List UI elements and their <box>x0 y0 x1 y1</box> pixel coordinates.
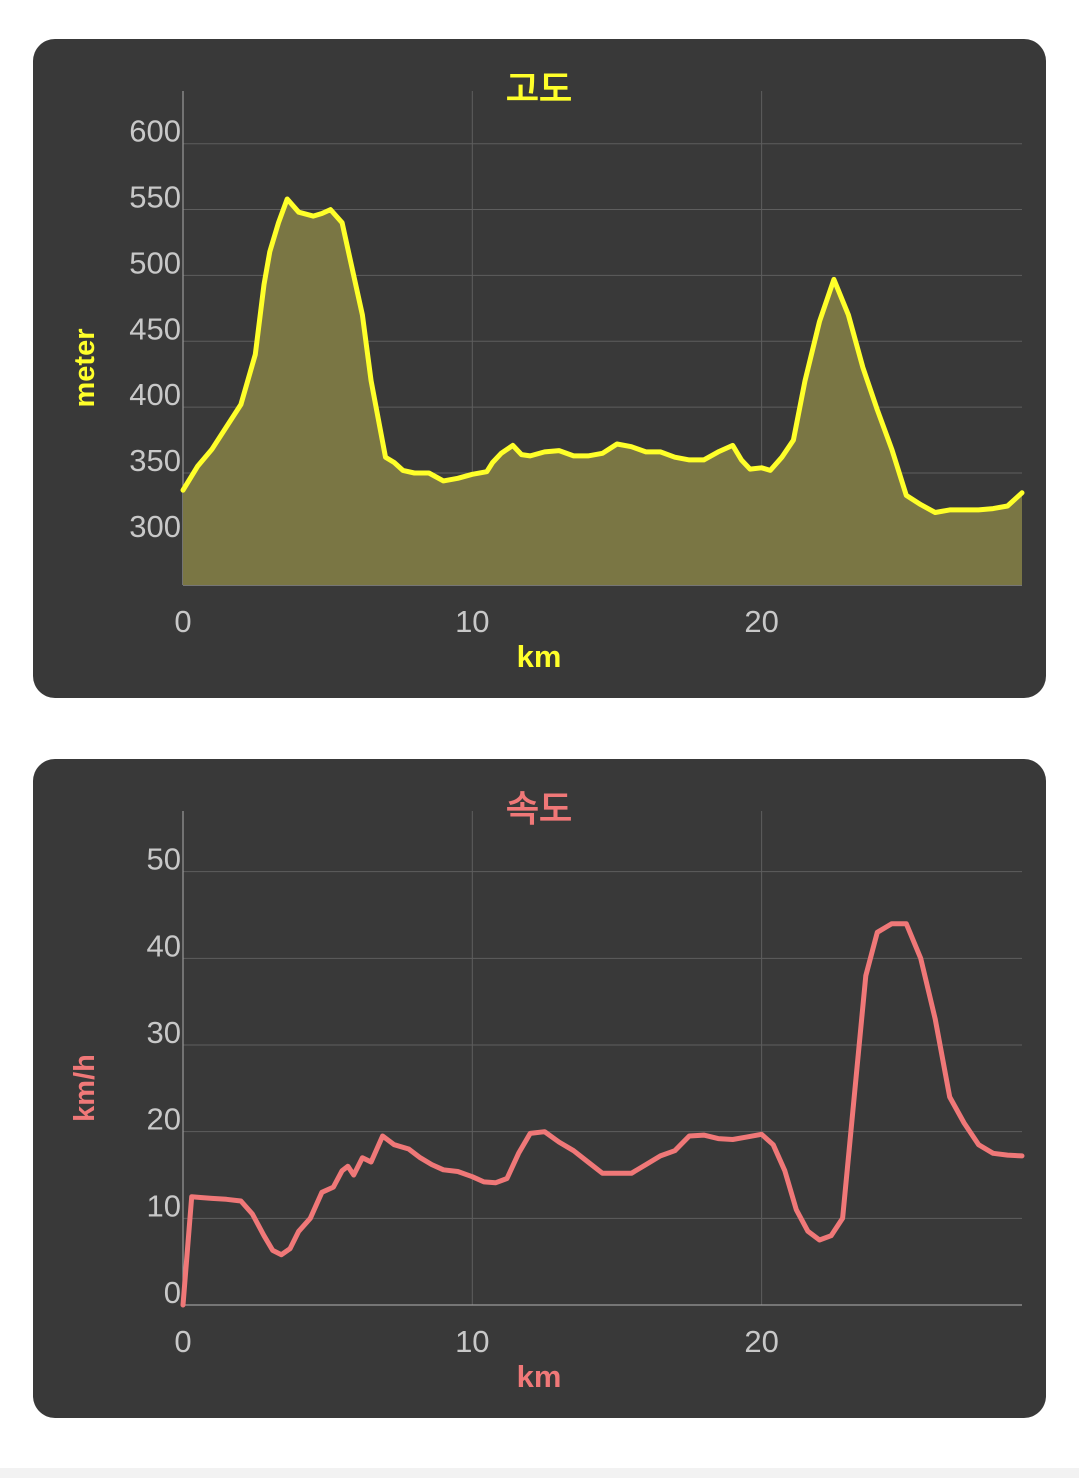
chart-title: 속도 <box>506 789 572 830</box>
x-tick-label: 20 <box>744 604 778 639</box>
elevation-chart: 300 350 400 450 500 550 600 0 10 20 고도 km meter <box>69 69 1025 674</box>
x-tick-label: 0 <box>174 1324 191 1359</box>
x-tick-label: 20 <box>744 1324 778 1359</box>
y-tick-label: 450 <box>129 311 181 346</box>
elevation-chart-card: 300 350 400 450 500 550 600 0 10 20 고도 km meter <box>33 39 1046 698</box>
series-line <box>180 196 1025 515</box>
x-tick-label: 0 <box>174 604 191 639</box>
y-tick-label: 400 <box>129 377 181 412</box>
chart-title: 고도 <box>506 69 572 110</box>
speed-chart: 0 10 20 30 40 50 0 10 20 속도 km km/h <box>69 789 1025 1394</box>
y-tick-label: 500 <box>129 245 181 280</box>
speed-chart-card: 0 10 20 30 40 50 0 10 20 속도 km km/h <box>33 759 1046 1418</box>
y-tick-label: 50 <box>147 842 181 877</box>
x-axis-label: km <box>517 1359 562 1394</box>
y-tick-label: 350 <box>129 443 181 478</box>
x-axis-label: km <box>517 639 562 674</box>
x-tick-label: 10 <box>455 1324 489 1359</box>
x-tick-label: 10 <box>455 604 489 639</box>
y-axis-label: meter <box>69 329 101 408</box>
y-axis-label: km/h <box>69 1054 101 1122</box>
series-line <box>180 921 1025 1308</box>
y-tick-label: 550 <box>129 180 181 215</box>
footer-strip <box>0 1468 1079 1478</box>
series-area-fill <box>183 199 1022 585</box>
y-tick-label: 600 <box>129 114 181 149</box>
y-tick-label: 0 <box>164 1275 181 1310</box>
y-tick-label: 30 <box>147 1015 181 1050</box>
y-tick-label: 20 <box>147 1102 181 1137</box>
y-tick-label: 10 <box>147 1188 181 1223</box>
y-tick-label: 300 <box>129 509 181 544</box>
y-tick-label: 40 <box>147 928 181 963</box>
